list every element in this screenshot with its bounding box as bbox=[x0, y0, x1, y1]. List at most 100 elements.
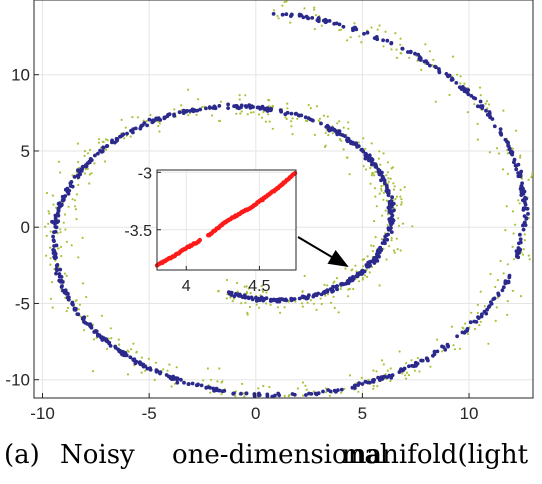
manifold-point bbox=[389, 226, 393, 230]
noisy-point bbox=[136, 116, 139, 119]
noisy-point bbox=[126, 373, 130, 376]
noisy-point bbox=[123, 137, 126, 140]
noisy-point bbox=[246, 113, 249, 116]
manifold-point bbox=[302, 295, 307, 300]
noisy-point bbox=[312, 302, 315, 305]
noisy-point bbox=[496, 279, 499, 282]
manifold-point bbox=[398, 369, 403, 373]
manifold-point bbox=[365, 264, 369, 269]
manifold-point bbox=[368, 380, 372, 385]
noisy-point bbox=[304, 384, 307, 387]
manifold-point bbox=[195, 108, 200, 113]
manifold-point bbox=[276, 391, 281, 396]
noisy-point bbox=[304, 119, 308, 122]
noisy-point bbox=[394, 197, 397, 201]
noisy-point bbox=[158, 130, 161, 133]
noisy-point bbox=[324, 391, 328, 394]
noisy-point bbox=[476, 122, 479, 125]
manifold-point bbox=[522, 214, 527, 219]
manifold-point bbox=[523, 200, 527, 205]
manifold-point bbox=[354, 27, 359, 32]
main-tick-labels: -10 -5 0 5 10 10 5 0 -5 -10 bbox=[5, 66, 478, 423]
manifold-point bbox=[515, 253, 519, 257]
noisy-point bbox=[488, 103, 491, 106]
noisy-point bbox=[88, 182, 91, 185]
noisy-point bbox=[399, 52, 402, 55]
noisy-point bbox=[405, 362, 408, 365]
noisy-point bbox=[77, 308, 80, 311]
noisy-point bbox=[147, 357, 150, 360]
manifold-point bbox=[385, 190, 390, 195]
noisy-point bbox=[245, 290, 248, 294]
manifold-point bbox=[339, 387, 344, 392]
noisy-point bbox=[209, 378, 213, 381]
noisy-point bbox=[187, 114, 190, 117]
noisy-point bbox=[521, 253, 525, 256]
manifold-point bbox=[56, 211, 60, 216]
noisy-point bbox=[346, 156, 349, 159]
noisy-point bbox=[338, 120, 341, 123]
manifold-point bbox=[243, 104, 248, 108]
noisy-point bbox=[257, 113, 260, 116]
noisy-point bbox=[318, 117, 321, 120]
manifold-point bbox=[53, 219, 57, 224]
manifold-point bbox=[335, 132, 340, 137]
noisy-point bbox=[45, 191, 49, 195]
manifold-point bbox=[506, 280, 511, 285]
noisy-point bbox=[315, 400, 317, 402]
noisy-point bbox=[315, 105, 319, 108]
zoom-callout-arrow bbox=[297, 236, 349, 268]
manifold-point bbox=[377, 247, 382, 251]
manifold-point bbox=[250, 297, 255, 302]
noisy-point bbox=[462, 327, 465, 330]
noisy-point bbox=[260, 285, 263, 288]
noisy-point bbox=[168, 363, 171, 366]
noisy-point bbox=[470, 311, 473, 314]
noisy-point bbox=[373, 220, 376, 223]
noisy-point bbox=[109, 327, 112, 330]
noisy-point bbox=[378, 24, 381, 27]
noisy-point bbox=[336, 122, 339, 125]
noisy-point bbox=[485, 100, 489, 103]
manifold-point bbox=[492, 124, 497, 129]
noisy-point bbox=[287, 300, 290, 303]
manifold-point bbox=[101, 336, 106, 340]
noisy-point bbox=[495, 147, 499, 150]
noisy-point bbox=[281, 4, 284, 7]
noisy-point bbox=[220, 393, 223, 396]
noisy-point bbox=[476, 311, 479, 315]
noisy-point bbox=[313, 28, 316, 31]
manifold-point bbox=[389, 230, 394, 235]
noisy-point bbox=[242, 392, 245, 395]
noisy-point bbox=[386, 369, 389, 372]
manifold-point bbox=[269, 107, 274, 111]
noisy-point bbox=[302, 394, 305, 397]
manifold-point bbox=[369, 259, 373, 264]
manifold-point bbox=[465, 327, 470, 331]
manifold-point bbox=[487, 111, 492, 116]
manifold-point bbox=[521, 227, 526, 232]
manifold-point bbox=[244, 391, 249, 396]
noisy-point bbox=[49, 297, 53, 300]
noisy-point bbox=[372, 369, 375, 372]
noisy-point bbox=[342, 126, 345, 129]
noisy-point bbox=[286, 107, 289, 110]
manifold-point bbox=[487, 304, 492, 309]
noisy-point bbox=[130, 348, 133, 351]
manifold-point bbox=[516, 162, 521, 167]
noisy-point bbox=[432, 58, 435, 61]
manifold-point bbox=[175, 377, 180, 382]
manifold-point bbox=[499, 132, 503, 136]
noisy-point bbox=[357, 141, 360, 144]
noisy-point bbox=[479, 320, 482, 323]
manifold-point bbox=[107, 341, 111, 346]
x-tick-label: 0 bbox=[251, 404, 260, 423]
manifold-point bbox=[292, 392, 297, 397]
noisy-point bbox=[382, 198, 385, 201]
manifold-point bbox=[518, 232, 522, 237]
noisy-point bbox=[59, 171, 62, 174]
noisy-point bbox=[361, 265, 365, 268]
manifold-point bbox=[145, 123, 150, 128]
noisy-point bbox=[364, 168, 368, 171]
